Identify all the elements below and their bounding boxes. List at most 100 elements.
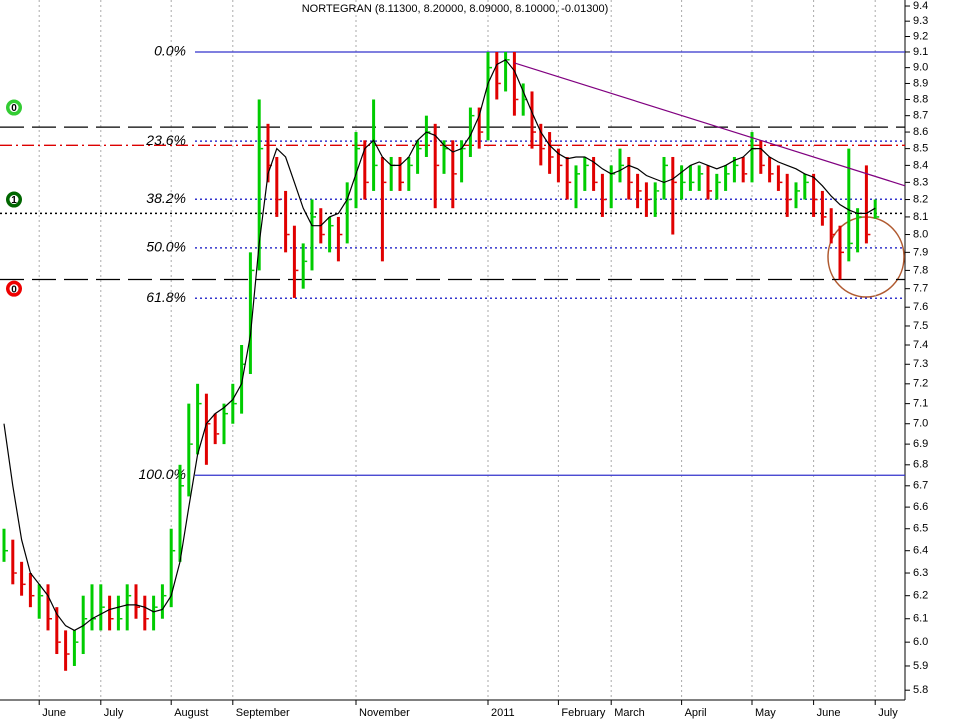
price-bar [222,403,226,445]
price-bar [372,99,376,191]
price-bar [266,123,270,183]
price-bar [785,173,789,217]
y-tick-label: 8.4 [913,159,928,171]
price-bar [592,156,596,191]
y-tick-label: 6.1 [913,613,928,625]
x-tick-label: March [614,707,645,719]
price-bar [662,156,666,200]
price-bar [583,156,587,191]
price-bar [486,51,490,141]
x-tick-label: April [685,707,707,719]
y-tick-label: 9.2 [913,30,928,42]
price-bar [847,148,851,262]
price-bar [504,51,508,92]
price-bar [495,51,499,100]
y-tick-label: 6.4 [913,545,928,557]
price-bar [248,252,252,375]
price-bar [618,148,622,183]
y-tick-label: 6.5 [913,523,928,535]
price-bar [724,165,728,191]
fib-label: 23.6% [145,132,186,148]
price-bar [2,528,6,562]
y-tick-label: 6.8 [913,459,928,471]
price-bar [539,123,543,166]
price-bar [477,107,481,149]
x-tick-label: February [561,707,606,719]
y-tick-label: 5.9 [913,660,928,672]
y-tick-label: 7.9 [913,246,928,258]
price-bar [363,140,367,200]
level-marker-inner [9,195,19,205]
price-bar [715,173,719,200]
price-bar [187,403,191,497]
price-bar [873,199,877,219]
x-tick-label: June [42,707,66,719]
x-tick-label: August [174,707,208,719]
moving-average [3,59,876,632]
chart-title: NORTEGRAN (8.11300, 8.20000, 8.09000, 8.… [302,3,609,15]
price-bar [442,140,446,174]
price-bar [548,132,552,174]
price-bar [644,182,648,217]
y-tick-label: 6.3 [913,567,928,579]
price-bar [160,584,164,619]
price-bar [565,156,569,200]
price-bar [838,225,842,280]
price-bar [134,584,138,619]
price-bar [556,148,560,183]
price-bar [37,584,41,619]
price-bar [829,208,833,244]
y-tick-label: 7.7 [913,283,928,295]
price-bar [125,584,129,631]
price-bar [336,216,340,262]
price-bar [706,165,710,200]
price-bar [301,243,305,289]
x-tick-label: September [236,707,290,719]
level-marker-inner [9,284,19,294]
y-tick-label: 7.6 [913,301,928,313]
price-bar [99,584,103,631]
price-bar [609,165,613,209]
price-bar [55,607,59,655]
level-marker-label: 0 [11,103,17,114]
y-tick-label: 8.7 [913,110,928,122]
price-bar [776,165,780,191]
price-bar [240,344,244,414]
price-bar [460,140,464,183]
price-bar [856,208,860,253]
price-bar [803,173,807,200]
y-tick-label: 7.0 [913,418,928,430]
y-tick-label: 8.1 [913,211,928,223]
level-marker-label: 1 [11,195,17,206]
price-bar [143,595,147,631]
price-bar [600,173,604,217]
price-bar [680,165,684,200]
level-marker-inner [9,103,19,113]
price-bar [468,107,472,157]
y-tick-label: 8.0 [913,228,928,240]
price-bar [380,156,384,262]
y-tick-label: 6.9 [913,438,928,450]
price-bar [64,630,68,671]
y-tick-label: 8.3 [913,176,928,188]
price-bar [627,156,631,200]
price-bar [354,132,358,209]
price-bar [20,561,24,596]
fib-label: 38.2% [146,190,186,206]
price-bar [741,156,745,183]
price-bar [820,190,824,226]
price-bar [275,156,279,217]
y-tick-label: 8.6 [913,126,928,138]
price-bar [389,156,393,191]
price-bar [521,83,525,116]
trendline [514,62,906,187]
price-bar [794,182,798,209]
y-tick-label: 7.2 [913,378,928,390]
price-bar [416,140,420,174]
fib-label: 50.0% [146,239,186,255]
x-tick-label: July [878,707,898,719]
price-bar [732,156,736,183]
price-bar [750,132,754,183]
price-bar [196,383,200,455]
